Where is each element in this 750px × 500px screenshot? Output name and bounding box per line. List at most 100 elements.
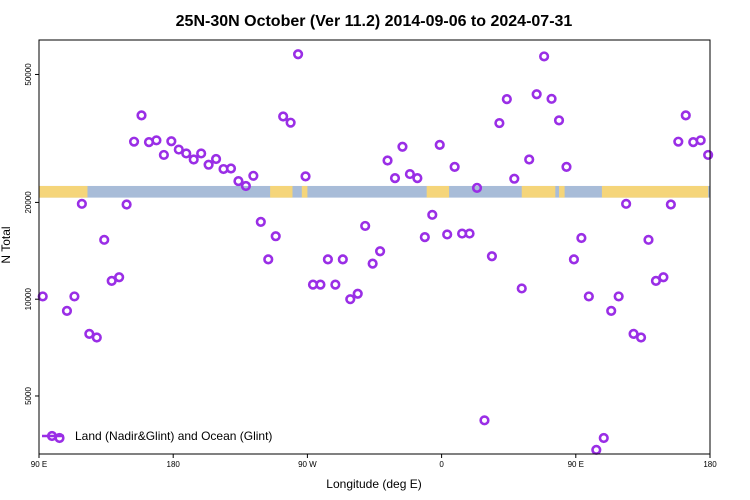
data-point (270, 231, 281, 242)
data-point (69, 291, 80, 302)
data-point (278, 111, 289, 122)
data-point (121, 199, 132, 210)
data-point (114, 272, 125, 283)
data-point (479, 415, 490, 426)
data-point (367, 258, 378, 269)
data-point (650, 275, 662, 287)
data-point (628, 328, 639, 339)
land-segment (521, 185, 556, 198)
data-point (665, 199, 676, 210)
data-point (539, 51, 550, 62)
chart-title: 25N-30N October (Ver 11.2) 2014-09-06 to… (176, 13, 573, 30)
data-point (613, 291, 624, 302)
data-point (61, 305, 73, 316)
y-axis-label: N Total (0, 226, 13, 263)
ocean-band (39, 185, 710, 198)
data-point (240, 180, 251, 192)
data-point (442, 229, 453, 240)
data-point (635, 332, 647, 343)
data-point (225, 163, 237, 174)
land-segment (559, 185, 565, 198)
y-axis: 5000 10000 20000 50000 (24, 63, 39, 405)
data-point (546, 93, 557, 104)
y-tick-label: 50000 (24, 63, 33, 86)
data-point (91, 332, 102, 343)
data-point (561, 161, 572, 172)
data-point (248, 170, 259, 181)
data-point (136, 110, 147, 121)
land-segment (39, 185, 88, 198)
data-point (315, 279, 326, 290)
data-point (84, 328, 95, 339)
data-point (37, 291, 48, 302)
data-point (494, 117, 505, 129)
plot-frame (38, 39, 711, 455)
data-point (158, 149, 169, 161)
land-segment (426, 185, 450, 198)
data-point (591, 444, 602, 455)
y-tick-label: 20000 (24, 191, 33, 214)
data-point (486, 251, 498, 262)
data-point (255, 216, 266, 227)
data-point (598, 432, 609, 444)
land-segment (601, 185, 709, 198)
data-point (360, 220, 371, 232)
data-point (404, 168, 416, 180)
x-tick-label: 90 W (298, 460, 317, 469)
data-point (106, 275, 117, 287)
data-point (382, 155, 393, 166)
data-point (337, 254, 348, 265)
data-point (531, 89, 542, 100)
data-point (181, 148, 192, 159)
data-point (471, 182, 483, 193)
data-point (524, 154, 535, 165)
data-point (501, 94, 512, 105)
data-point (285, 117, 296, 128)
data-point (128, 136, 140, 147)
data-point (568, 254, 580, 265)
data-point (434, 139, 445, 150)
data-point (322, 254, 334, 265)
data-point (464, 228, 475, 239)
data-point (330, 279, 341, 290)
data-point (553, 115, 565, 126)
data-point (703, 149, 714, 161)
data-point (263, 254, 274, 265)
data-point (583, 291, 594, 302)
data-point (210, 153, 222, 165)
data-point (397, 141, 408, 152)
x-axis-label: Longitude (deg E) (326, 477, 421, 491)
data-point (412, 173, 423, 184)
y-tick-label: 10000 (24, 288, 33, 311)
data-point (173, 144, 184, 155)
data-point (292, 49, 304, 60)
data-point (374, 246, 386, 257)
data-point (658, 272, 669, 283)
data-point (76, 198, 87, 209)
data-point (233, 175, 244, 187)
data-point (509, 173, 520, 184)
data-point (389, 173, 401, 184)
land-ocean-band (39, 185, 710, 198)
x-axis: 90 E 180 90 W 0 90 E 180 (31, 454, 717, 469)
legend-marker (46, 430, 58, 442)
land-segment (301, 185, 308, 198)
data-point (166, 136, 177, 147)
data-point (695, 135, 706, 146)
x-tick-label: 90 E (31, 460, 47, 469)
data-point (345, 294, 356, 305)
x-tick-label: 0 (439, 460, 444, 469)
data-point (352, 288, 363, 299)
data-point (516, 283, 527, 294)
data-point (576, 232, 587, 244)
data-point (300, 171, 311, 182)
data-point (99, 234, 110, 245)
data-point (673, 136, 684, 147)
data-point (449, 161, 460, 172)
data-point (188, 154, 199, 165)
x-tick-label: 180 (167, 460, 181, 469)
data-point (203, 159, 214, 170)
data-point (196, 148, 207, 159)
legend: Land (Nadir&Glint) and Ocean (Glint) (42, 429, 272, 443)
